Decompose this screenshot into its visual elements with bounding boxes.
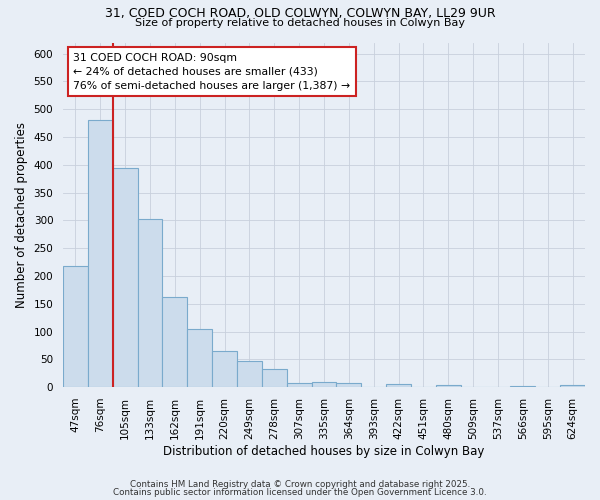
Text: 31, COED COCH ROAD, OLD COLWYN, COLWYN BAY, LL29 9UR: 31, COED COCH ROAD, OLD COLWYN, COLWYN B… (104, 8, 496, 20)
Bar (212, 351, 237, 387)
Bar (386, 384, 411, 387)
Bar (237, 361, 262, 387)
Y-axis label: Number of detached properties: Number of detached properties (15, 122, 28, 308)
Text: Contains public sector information licensed under the Open Government Licence 3.: Contains public sector information licen… (113, 488, 487, 497)
Bar (187, 328, 212, 387)
Bar (311, 382, 337, 387)
Bar (560, 386, 585, 387)
Bar (262, 370, 287, 387)
Bar (113, 168, 137, 387)
Bar (137, 218, 163, 387)
Text: Contains HM Land Registry data © Crown copyright and database right 2025.: Contains HM Land Registry data © Crown c… (130, 480, 470, 489)
Bar (337, 382, 361, 387)
Text: 31 COED COCH ROAD: 90sqm
← 24% of detached houses are smaller (433)
76% of semi-: 31 COED COCH ROAD: 90sqm ← 24% of detach… (73, 53, 350, 91)
Bar (163, 296, 187, 387)
Bar (287, 382, 311, 387)
Bar (511, 386, 535, 387)
X-axis label: Distribution of detached houses by size in Colwyn Bay: Distribution of detached houses by size … (163, 444, 485, 458)
Text: Size of property relative to detached houses in Colwyn Bay: Size of property relative to detached ho… (135, 18, 465, 28)
Bar (88, 120, 113, 387)
Bar (436, 385, 461, 387)
Bar (63, 266, 88, 387)
